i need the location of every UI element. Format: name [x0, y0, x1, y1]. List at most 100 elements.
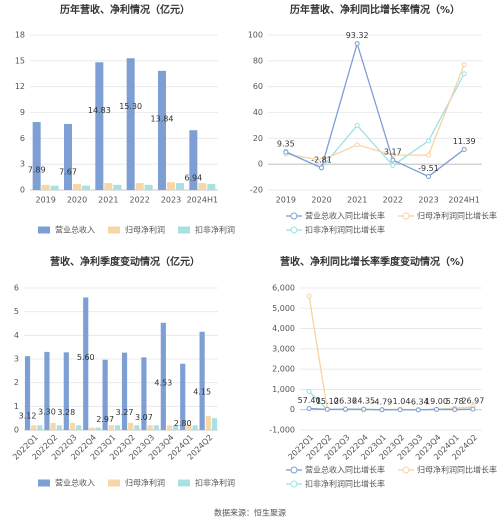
legend-label: 扣非净利润	[195, 478, 235, 488]
legend-label: 营业总收入同比增长率	[305, 465, 385, 475]
bar	[207, 183, 216, 190]
data-label: -6.34	[408, 397, 429, 406]
line	[309, 407, 473, 411]
y-tick-label: 3,000	[272, 344, 295, 353]
bar	[121, 352, 128, 430]
bar	[192, 425, 198, 430]
x-tick-label: 2020	[67, 196, 87, 205]
bar	[37, 425, 43, 430]
bar	[147, 425, 153, 430]
x-tick-label: 2019	[35, 196, 55, 205]
chart-title: 历年营收、净利同比增长率情况（%）	[290, 3, 460, 16]
y-tick-label: 6	[20, 134, 25, 143]
legend-label: 营业总收入	[55, 478, 95, 488]
legend-swatch	[178, 479, 190, 487]
legend-label: 扣非净利润	[195, 225, 235, 235]
legend-swatch	[38, 226, 50, 234]
data-label: 4.15	[193, 387, 211, 396]
y-tick-label: 3	[14, 355, 19, 364]
y-tick-label: 80	[253, 56, 263, 65]
legend-swatch	[108, 226, 120, 234]
y-tick-label: 0	[20, 186, 25, 195]
legend-label: 营业总收入	[55, 225, 95, 235]
data-label: 5.60	[77, 353, 95, 362]
legend-label: 归母净利润同比增长率	[417, 211, 497, 221]
data-label: 3.07	[135, 413, 153, 422]
y-tick-label: 40	[253, 108, 263, 117]
y-tick-label: 0	[258, 160, 263, 169]
legend-swatch	[290, 466, 298, 474]
bar	[56, 425, 62, 430]
point	[306, 406, 312, 412]
point	[354, 142, 360, 148]
y-tick-label: 9	[20, 108, 25, 117]
y-tick-label: 20	[253, 134, 263, 143]
bar	[108, 425, 114, 430]
point	[390, 157, 396, 163]
bar	[73, 183, 81, 190]
legend-swatch	[108, 479, 120, 487]
data-label: -1.04	[390, 397, 411, 406]
bar	[135, 183, 144, 190]
data-label: 26.97	[461, 397, 484, 406]
data-label: 11.39	[453, 137, 476, 146]
x-tick-label: 2023	[161, 196, 181, 205]
data-label: 15.30	[119, 102, 142, 111]
data-label: 7.67	[59, 167, 77, 176]
y-tick-label: 100	[248, 31, 263, 40]
point	[283, 149, 289, 155]
point	[354, 41, 360, 47]
legend-label: 归母净利润	[125, 225, 165, 235]
bar	[114, 425, 121, 430]
data-label: 14.83	[88, 106, 111, 115]
bar	[89, 427, 95, 430]
bar	[50, 422, 56, 430]
legend-swatch	[178, 226, 190, 234]
point	[390, 162, 396, 168]
bar	[205, 415, 211, 430]
bar	[24, 356, 31, 430]
point	[434, 406, 439, 412]
bar	[186, 425, 192, 430]
bar	[158, 70, 166, 190]
y-tick-label: 2	[14, 378, 19, 387]
y-tick-label: 2,000	[272, 365, 295, 374]
data-label: 15.10	[316, 397, 339, 406]
data-label: 3.28	[57, 408, 75, 417]
point	[319, 165, 324, 171]
y-tick-label: 60	[253, 82, 263, 91]
legend-label: 归母净利润同比增长率	[417, 465, 497, 475]
line	[285, 41, 465, 178]
bar	[50, 185, 59, 190]
bar	[69, 422, 76, 430]
data-label: 19.00	[425, 397, 448, 406]
y-tick-label: 18	[15, 31, 25, 40]
y-tick-label: -20	[250, 186, 263, 195]
y-tick-label: 15	[15, 56, 25, 65]
y-tick-label: 6,000	[272, 284, 295, 293]
bar	[104, 183, 113, 190]
point	[324, 406, 330, 412]
y-tick-label: 1,000	[272, 385, 295, 394]
point	[415, 407, 421, 413]
chart-title: 历年营收、净利情况（亿元）	[60, 3, 190, 16]
bar	[95, 427, 101, 430]
data-label: 3.30	[38, 407, 56, 416]
legend-label: 扣非净利润同比增长率	[305, 225, 385, 235]
chart-title: 营收、净利同比增长率季度变动情况（%）	[280, 255, 470, 268]
data-label: 5.78	[446, 397, 464, 406]
bar	[113, 184, 122, 190]
data-label: 3.27	[116, 408, 134, 417]
legend-label: 营业总收入同比增长率	[305, 211, 385, 221]
data-label: 24.35	[352, 397, 375, 406]
source-note: 数据来源：恒生聚源	[214, 508, 286, 518]
data-label: 26.36	[334, 397, 357, 406]
bar	[211, 418, 218, 430]
bar	[31, 425, 37, 430]
y-tick-label: 0	[14, 426, 19, 435]
x-tick-label: 2020	[311, 196, 331, 205]
legend-label: 归母净利润	[125, 478, 165, 488]
line	[285, 73, 465, 169]
data-label: 2.97	[96, 415, 114, 424]
